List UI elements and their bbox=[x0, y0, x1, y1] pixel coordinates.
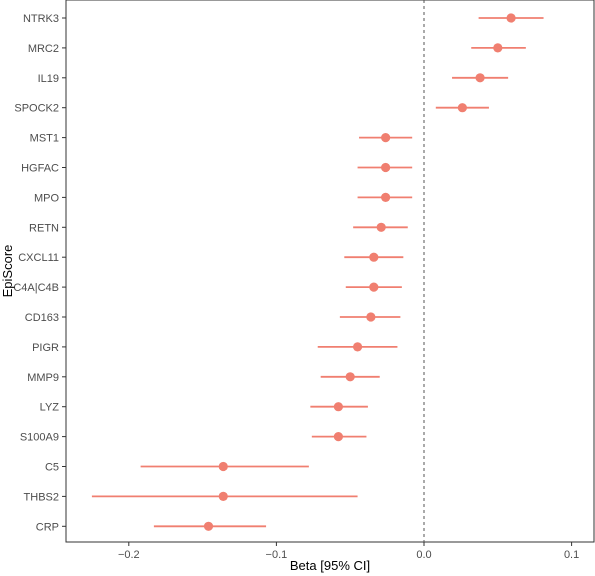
y-tick-label: NTRK3 bbox=[23, 13, 59, 25]
point-c4a-c4b bbox=[369, 282, 379, 292]
point-cd163 bbox=[366, 312, 376, 322]
point-mpo bbox=[381, 192, 391, 202]
y-tick-label: IL19 bbox=[38, 73, 59, 85]
point-cxcl11 bbox=[369, 252, 379, 262]
y-tick-label: RETN bbox=[29, 222, 59, 234]
y-tick-label: SPOCK2 bbox=[14, 103, 59, 115]
y-tick-label: LYZ bbox=[40, 402, 60, 414]
y-axis-title: EpiScore bbox=[0, 245, 15, 298]
point-mrc2 bbox=[493, 43, 503, 53]
y-tick-label: PIGR bbox=[32, 342, 59, 354]
point-retn bbox=[376, 222, 386, 232]
y-tick-label: C5 bbox=[45, 462, 59, 474]
point-ntrk3 bbox=[506, 13, 516, 23]
x-tick-label: −0.1 bbox=[266, 549, 288, 561]
point-pigr bbox=[352, 342, 363, 352]
point-il19 bbox=[475, 73, 485, 83]
y-tick-label: HGFAC bbox=[21, 163, 59, 175]
point-mmp9 bbox=[345, 372, 355, 382]
plot-panel bbox=[65, 0, 595, 543]
y-tick-label: THBS2 bbox=[24, 491, 59, 503]
y-tick-label: MPO bbox=[34, 192, 60, 204]
point-lyz bbox=[333, 402, 343, 412]
y-tick-label: S100A9 bbox=[20, 432, 59, 444]
point-crp bbox=[203, 521, 214, 531]
x-axis-title: Beta [95% CI] bbox=[290, 558, 370, 573]
point-hgfac bbox=[381, 162, 391, 173]
point-mst1 bbox=[381, 133, 391, 143]
x-tick-label: −0.2 bbox=[118, 549, 140, 561]
point-c5 bbox=[218, 461, 228, 472]
y-tick-label: CRP bbox=[36, 521, 59, 533]
point-spock2 bbox=[457, 103, 467, 113]
y-tick-label: MMP9 bbox=[27, 372, 59, 384]
y-tick-label: CXCL11 bbox=[18, 252, 59, 264]
x-tick-label: 0.1 bbox=[564, 549, 579, 561]
y-tick-label: MRC2 bbox=[28, 43, 59, 55]
y-tick-label: C4A|C4B bbox=[13, 282, 59, 294]
x-tick-label: 0.0 bbox=[416, 549, 431, 561]
point-thbs2 bbox=[218, 491, 228, 501]
point-s100a9 bbox=[333, 432, 343, 442]
y-tick-label: CD163 bbox=[25, 312, 59, 324]
y-tick-label: MST1 bbox=[30, 133, 59, 145]
